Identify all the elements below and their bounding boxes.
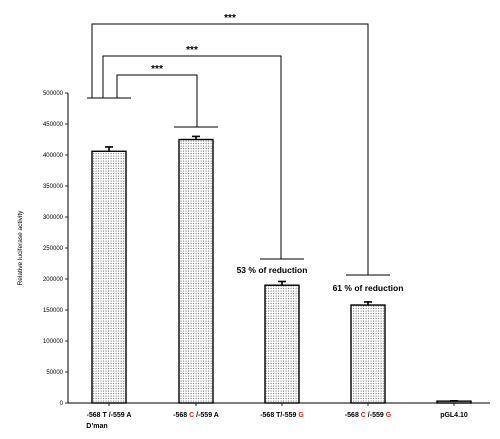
y-tick-label: 100000	[43, 339, 64, 345]
bar-2	[178, 138, 214, 404]
y-tick-label: 300000	[43, 215, 64, 221]
x-label-segment: -568 T /-559 A	[87, 412, 132, 419]
bar-1	[91, 150, 127, 404]
x-label-segment: G	[298, 412, 304, 419]
y-tick-label: 150000	[43, 308, 64, 314]
x-label-segment: -568 T/-559	[260, 412, 298, 419]
y-tick-label: 350000	[43, 184, 64, 190]
significance-label-3: ***	[224, 13, 236, 24]
y-tick-label: 400000	[43, 153, 64, 159]
significance-bracket-2	[102, 55, 282, 259]
significance-label-2: ***	[186, 45, 198, 56]
reduction-annotation-2: 61 % of reduction	[333, 283, 404, 293]
x-tick-label-3: -568 T/-559 G	[260, 412, 304, 419]
x-tick-label-5: pGL4.10	[440, 412, 468, 419]
significance-label-1: ***	[151, 64, 163, 75]
x-label-segment: pGL4.10	[440, 412, 468, 419]
y-tick-label: 500000	[43, 91, 64, 97]
y-tick-label: 450000	[43, 122, 64, 128]
y-tick-label: 0	[60, 401, 64, 407]
y-tick-label: 50000	[46, 370, 63, 376]
x-tick-sublabel-1: D’man	[86, 423, 107, 430]
significance-bracket-1	[116, 74, 198, 127]
x-tick-label-1: -568 T /-559 A	[87, 412, 132, 419]
x-tick-label-4: -568 C /-559 G	[345, 412, 392, 419]
x-label-segment: /-559 A	[194, 412, 219, 419]
bar-3	[264, 284, 300, 404]
plot-area: 0 50000 100000 150000 200000 250000 300000 3500…	[43, 13, 490, 430]
reduction-annotation-1: 53 % of reduction	[237, 265, 308, 275]
y-tick-label: 200000	[43, 277, 64, 283]
y-tick-label: 250000	[43, 246, 64, 252]
y-axis-label: Relative luciferase activity	[17, 210, 24, 286]
x-label-segment: -568	[345, 412, 361, 419]
bar-4	[350, 304, 386, 404]
x-label-segment: G	[386, 412, 392, 419]
x-label-segment: C	[361, 412, 366, 419]
x-label-segment: C	[189, 412, 194, 419]
x-tick-label-2: -568 C /-559 A	[173, 412, 219, 419]
x-label-segment: -568	[173, 412, 189, 419]
x-label-segment: /-559	[366, 412, 386, 419]
significance-bracket-3	[91, 23, 369, 275]
